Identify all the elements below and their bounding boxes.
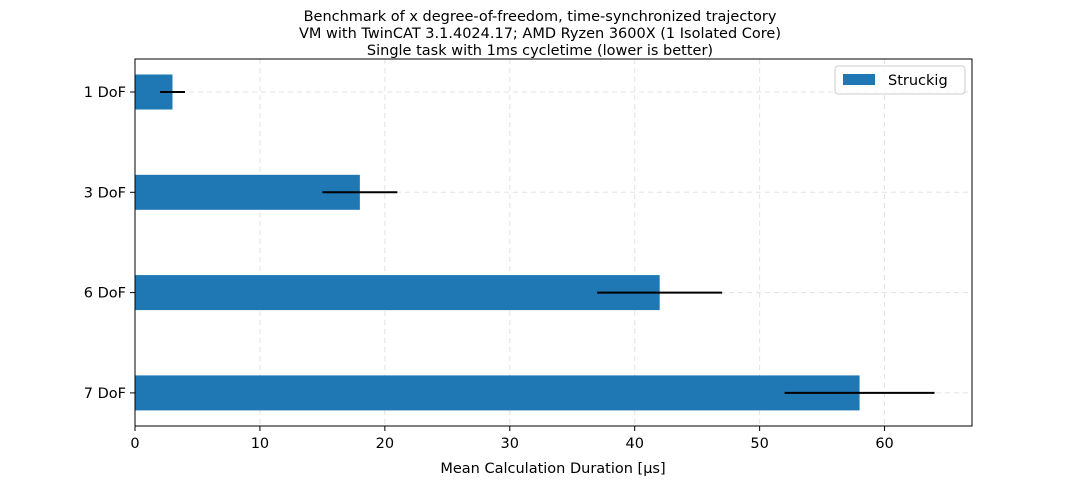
error-bars bbox=[159, 91, 935, 394]
x-tick-label-1: 10 bbox=[251, 436, 269, 452]
y-tick-label-3: 7 DoF bbox=[84, 386, 126, 402]
legend-swatch bbox=[843, 74, 875, 85]
bars bbox=[135, 74, 860, 411]
bar-3 bbox=[135, 375, 860, 411]
x-tick-label-2: 20 bbox=[376, 436, 394, 452]
y-tick-label-1: 3 DoF bbox=[84, 185, 126, 201]
title-line-1: Benchmark of x degree-of-freedom, time-s… bbox=[304, 9, 777, 25]
bar-2 bbox=[135, 275, 660, 311]
x-tick-label-5: 50 bbox=[750, 436, 768, 452]
legend-label: Struckig bbox=[888, 73, 948, 89]
x-tick-label-6: 60 bbox=[875, 436, 893, 452]
grid bbox=[134, 59, 972, 426]
legend: Struckig bbox=[834, 65, 966, 95]
title-line-2: VM with TwinCAT 3.1.4024.17; AMD Ryzen 3… bbox=[299, 26, 781, 42]
y-tick-label-0: 1 DoF bbox=[84, 85, 126, 101]
x-tick-label-0: 0 bbox=[130, 436, 139, 452]
x-tick-label-4: 40 bbox=[625, 436, 643, 452]
title-line-3: Single task with 1ms cycletime (lower is… bbox=[367, 43, 713, 59]
plot-frame bbox=[134, 58, 973, 427]
y-tick-label-2: 6 DoF bbox=[84, 286, 126, 302]
legend-box bbox=[834, 65, 966, 95]
x-axis-ticks: 0 10 20 30 40 50 60 bbox=[130, 426, 894, 452]
y-axis-ticks: 1 DoF 3 DoF 6 DoF 7 DoF bbox=[84, 85, 135, 402]
chart-title: Benchmark of x degree-of-freedom, time-s… bbox=[299, 9, 781, 59]
x-tick-label-3: 30 bbox=[501, 436, 519, 452]
x-axis-label: Mean Calculation Duration [µs] bbox=[440, 461, 665, 477]
